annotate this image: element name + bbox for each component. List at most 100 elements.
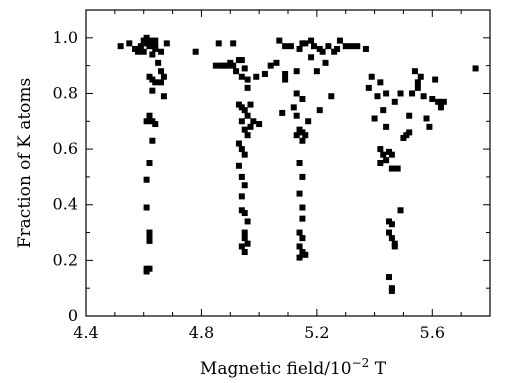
data-point bbox=[160, 73, 167, 80]
data-point bbox=[126, 40, 133, 47]
data-point bbox=[238, 193, 245, 200]
data-point bbox=[388, 151, 395, 158]
data-point bbox=[238, 173, 245, 180]
data-point bbox=[397, 207, 404, 214]
data-point bbox=[238, 243, 245, 250]
data-point bbox=[290, 104, 297, 111]
data-point bbox=[371, 115, 378, 122]
data-point bbox=[296, 254, 303, 261]
data-point bbox=[299, 96, 306, 103]
x-axis-label: Magnetic field/10−2 T bbox=[200, 356, 387, 379]
y-tick-labels: 0 0.2 0.4 0.6 0.8 1.0 bbox=[53, 28, 78, 325]
data-point bbox=[302, 251, 309, 258]
data-point bbox=[152, 79, 159, 86]
axis-ticks bbox=[85, 10, 490, 317]
data-point bbox=[244, 84, 251, 91]
data-point bbox=[383, 157, 390, 164]
y-tick-label: 0.2 bbox=[53, 250, 78, 269]
data-point bbox=[397, 90, 404, 97]
data-point bbox=[250, 118, 257, 125]
data-point bbox=[414, 84, 421, 91]
data-point bbox=[146, 237, 153, 244]
data-point bbox=[244, 132, 251, 139]
data-point bbox=[411, 68, 418, 75]
data-point bbox=[238, 118, 245, 125]
data-point bbox=[143, 268, 150, 275]
data-point bbox=[383, 123, 390, 130]
data-point bbox=[238, 73, 245, 80]
data-point bbox=[293, 68, 300, 75]
data-point bbox=[241, 249, 248, 256]
data-point bbox=[406, 112, 413, 119]
data-point bbox=[293, 132, 300, 139]
data-point bbox=[140, 48, 147, 55]
data-point bbox=[276, 37, 283, 44]
data-point bbox=[380, 107, 387, 114]
data-point bbox=[241, 107, 248, 114]
data-point bbox=[299, 215, 306, 222]
data-point bbox=[423, 115, 430, 122]
data-point bbox=[296, 243, 303, 250]
data-point bbox=[391, 98, 398, 105]
data-point bbox=[322, 59, 329, 66]
data-point bbox=[230, 40, 237, 47]
data-point bbox=[152, 37, 159, 44]
data-point bbox=[437, 104, 444, 111]
data-point bbox=[241, 210, 248, 217]
data-point bbox=[163, 40, 170, 47]
x-tick-label: 5.2 bbox=[304, 323, 329, 342]
data-point bbox=[282, 43, 289, 50]
data-point bbox=[472, 65, 479, 72]
y-axis-label: Fraction of K atoms bbox=[15, 78, 35, 249]
data-point bbox=[420, 93, 427, 100]
data-point bbox=[374, 93, 381, 100]
data-point bbox=[328, 93, 335, 100]
data-point bbox=[429, 96, 436, 103]
data-point bbox=[146, 160, 153, 166]
data-point bbox=[241, 151, 248, 158]
data-point bbox=[296, 190, 303, 197]
data-point bbox=[308, 54, 315, 61]
data-point bbox=[244, 76, 251, 83]
data-point bbox=[388, 221, 395, 228]
data-point bbox=[377, 146, 384, 153]
data-point bbox=[293, 112, 300, 119]
data-point bbox=[241, 182, 248, 189]
data-point bbox=[299, 235, 306, 242]
data-point bbox=[409, 90, 416, 97]
data-point bbox=[247, 101, 254, 108]
data-point bbox=[388, 287, 395, 294]
data-point bbox=[137, 43, 144, 50]
data-point bbox=[149, 51, 156, 58]
data-point bbox=[158, 48, 165, 55]
data-point bbox=[368, 73, 375, 80]
data-point bbox=[235, 140, 242, 147]
data-point bbox=[282, 76, 289, 83]
data-point bbox=[440, 98, 447, 105]
data-point bbox=[296, 45, 303, 52]
data-point bbox=[432, 76, 439, 83]
data-point bbox=[383, 90, 390, 97]
data-point bbox=[152, 121, 159, 128]
data-point bbox=[143, 176, 150, 183]
data-point bbox=[160, 93, 167, 100]
data-point bbox=[325, 43, 332, 50]
data-point bbox=[305, 118, 312, 125]
data-point bbox=[386, 229, 392, 236]
data-point bbox=[336, 37, 343, 44]
data-point bbox=[146, 229, 153, 236]
y-tick-label: 0 bbox=[68, 306, 78, 325]
data-point bbox=[342, 43, 349, 50]
data-point bbox=[212, 62, 219, 69]
data-point bbox=[406, 129, 413, 136]
x-tick-label: 4.4 bbox=[73, 323, 98, 342]
data-point bbox=[354, 43, 361, 50]
data-point bbox=[230, 62, 237, 69]
data-point bbox=[417, 73, 424, 80]
data-point bbox=[377, 160, 384, 166]
y-tick-label: 1.0 bbox=[53, 28, 78, 47]
data-point bbox=[146, 43, 153, 50]
data-point bbox=[414, 79, 421, 86]
data-point bbox=[158, 68, 165, 75]
